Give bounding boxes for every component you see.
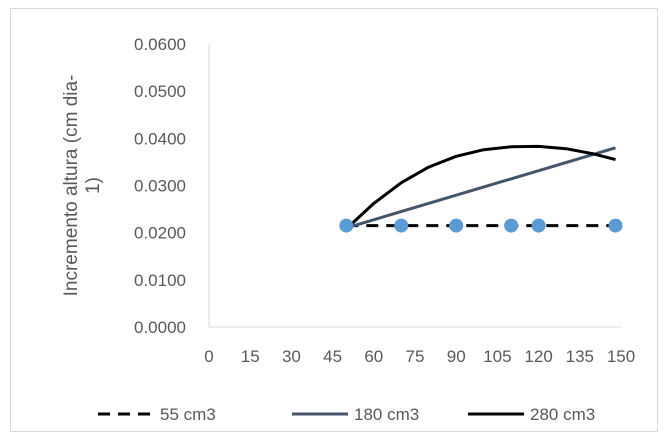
data-points [339,218,623,233]
data-point [339,218,354,233]
x-tick-label: 60 [364,347,383,366]
data-point [608,218,623,233]
x-tick-label: 150 [607,347,635,366]
axes [208,44,621,328]
x-tick-label: 105 [483,347,511,366]
chart-frame [10,8,658,432]
data-point [449,218,464,233]
legend-label: 180 cm3 [354,405,419,424]
x-tick-label: 120 [524,347,552,366]
y-axis-title-line: Incremento altura (cm dia- [61,75,82,297]
data-point [531,218,546,233]
y-tick-label: 0.0400 [134,129,186,148]
x-tick-labels: 0 15 30 45 60 75 90 105 120 135 150 [204,347,635,366]
legend-label: 280 cm3 [530,405,595,424]
data-point [394,218,409,233]
x-tick-label: 135 [566,347,594,366]
y-tick-label: 0.0100 [134,271,186,290]
data-point [504,218,519,233]
x-tick-label: 90 [447,347,466,366]
y-tick-label: 0.0000 [134,318,186,337]
series-line-3 [345,144,616,230]
x-tick-label: 30 [282,347,301,366]
x-tick-label: 75 [406,347,425,366]
y-tick-label: 0.0300 [134,177,186,196]
series-line-2 [345,146,616,230]
x-tick-label: 0 [204,347,213,366]
y-tick-label: 0.0600 [134,35,186,54]
x-tick-label: 15 [241,347,260,366]
legend-label: 55 cm3 [160,405,216,424]
y-axis-title: Incremento altura (cm dia- 1) [61,75,104,297]
x-tick-label: 45 [323,347,342,366]
y-tick-label: 0.0500 [134,82,186,101]
y-tick-labels: 0.0000 0.0100 0.0200 0.0300 0.0400 0.0500 0.06… [134,35,186,337]
series-lines [345,144,616,230]
y-tick-label: 0.0200 [134,224,186,243]
y-axis-title-line: 1) [83,177,104,194]
legend: 55 cm3 180 cm3 280 cm3 [98,405,595,424]
